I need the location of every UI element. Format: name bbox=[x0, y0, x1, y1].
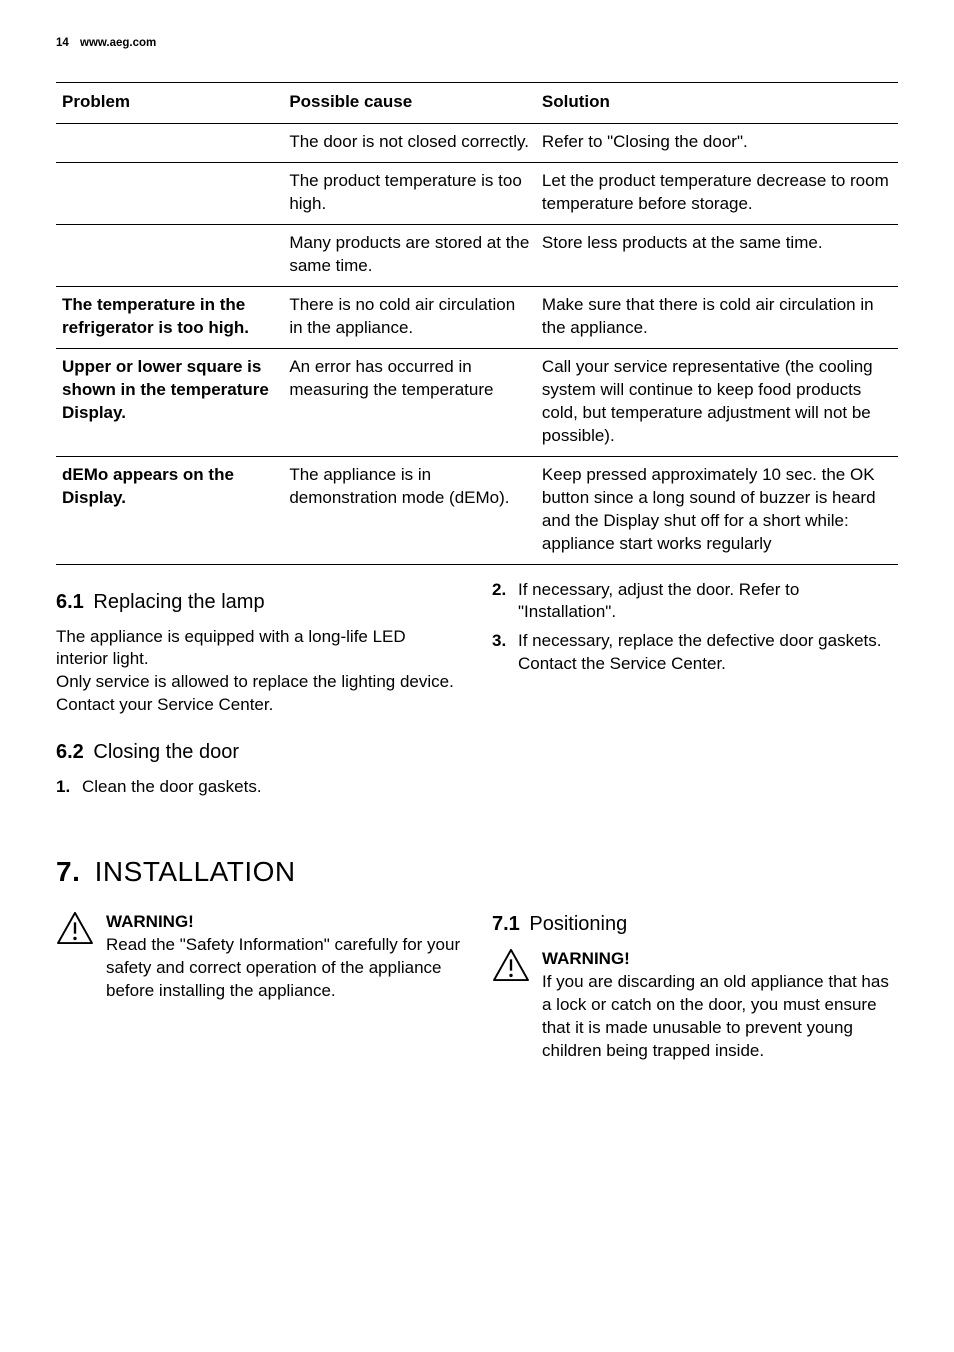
troubleshooting-table: Problem Possible cause Solution The door… bbox=[56, 82, 898, 565]
cell-problem bbox=[56, 163, 283, 225]
page-number: 14 bbox=[56, 36, 69, 52]
cell-problem: The temperature in the refrigerator is t… bbox=[56, 287, 283, 349]
warning-block-2: WARNING! If you are discarding an old ap… bbox=[492, 948, 898, 1063]
cell-solution: Keep pressed approximately 10 sec. the O… bbox=[536, 456, 898, 564]
closing-door-steps-right: 2. If necessary, adjust the door. Refer … bbox=[492, 579, 898, 677]
step-2: 2. If necessary, adjust the door. Refer … bbox=[492, 579, 898, 625]
step-1: 1. Clean the door gaskets. bbox=[56, 776, 462, 799]
lamp-body: The appliance is equipped with a long-li… bbox=[56, 626, 462, 718]
cell-cause: The appliance is in demonstration mode (… bbox=[283, 456, 536, 564]
two-column-body: 6.1 Replacing the lamp The appliance is … bbox=[56, 579, 898, 806]
step-3: 3. If necessary, replace the defective d… bbox=[492, 630, 898, 676]
cell-cause: The product temperature is too high. bbox=[283, 163, 536, 225]
warning-2-text: WARNING! If you are discarding an old ap… bbox=[542, 948, 898, 1063]
cell-problem bbox=[56, 225, 283, 287]
installation-columns: WARNING! Read the "Safety Information" c… bbox=[56, 911, 898, 1073]
warning-icon bbox=[56, 911, 94, 945]
cell-problem: dEMo appears on the Display. bbox=[56, 456, 283, 564]
install-right: 7.1 Positioning WARNING! If you are disc… bbox=[492, 911, 898, 1073]
right-column: 2. If necessary, adjust the door. Refer … bbox=[492, 579, 898, 806]
cell-cause: An error has occurred in measuring the t… bbox=[283, 349, 536, 457]
table-row: The product temperature is too high.Let … bbox=[56, 163, 898, 225]
table-header-row: Problem Possible cause Solution bbox=[56, 82, 898, 124]
cell-cause: Many products are stored at the same tim… bbox=[283, 225, 536, 287]
cell-problem bbox=[56, 124, 283, 163]
cell-solution: Store less products at the same time. bbox=[536, 225, 898, 287]
table-row: Many products are stored at the same tim… bbox=[56, 225, 898, 287]
cell-problem: Upper or lower square is shown in the te… bbox=[56, 349, 283, 457]
cell-solution: Refer to "Closing the door". bbox=[536, 124, 898, 163]
cell-cause: The door is not closed correctly. bbox=[283, 124, 536, 163]
warning-1-text: WARNING! Read the "Safety Information" c… bbox=[106, 911, 462, 1003]
warning-block-1: WARNING! Read the "Safety Information" c… bbox=[56, 911, 462, 1003]
col-problem: Problem bbox=[56, 82, 283, 124]
table-row: The door is not closed correctly.Refer t… bbox=[56, 124, 898, 163]
cell-solution: Call your service representative (the co… bbox=[536, 349, 898, 457]
page-header: 14 www.aeg.com bbox=[56, 36, 898, 52]
cell-solution: Make sure that there is cold air circula… bbox=[536, 287, 898, 349]
table-row: The temperature in the refrigerator is t… bbox=[56, 287, 898, 349]
cell-solution: Let the product temperature decrease to … bbox=[536, 163, 898, 225]
col-solution: Solution bbox=[536, 82, 898, 124]
site-url: www.aeg.com bbox=[80, 37, 156, 49]
left-column: 6.1 Replacing the lamp The appliance is … bbox=[56, 579, 462, 806]
table-row: Upper or lower square is shown in the te… bbox=[56, 349, 898, 457]
heading-7-1: 7.1 Positioning bbox=[492, 911, 898, 938]
heading-6-1: 6.1 Replacing the lamp bbox=[56, 589, 462, 616]
closing-door-steps-left: 1. Clean the door gaskets. bbox=[56, 776, 462, 799]
table-row: dEMo appears on the Display.The applianc… bbox=[56, 456, 898, 564]
install-left: WARNING! Read the "Safety Information" c… bbox=[56, 911, 462, 1073]
heading-7: 7. INSTALLATION bbox=[56, 853, 898, 891]
cell-cause: There is no cold air circulation in the … bbox=[283, 287, 536, 349]
col-cause: Possible cause bbox=[283, 82, 536, 124]
warning-icon bbox=[492, 948, 530, 982]
heading-6-2: 6.2 Closing the door bbox=[56, 739, 462, 766]
